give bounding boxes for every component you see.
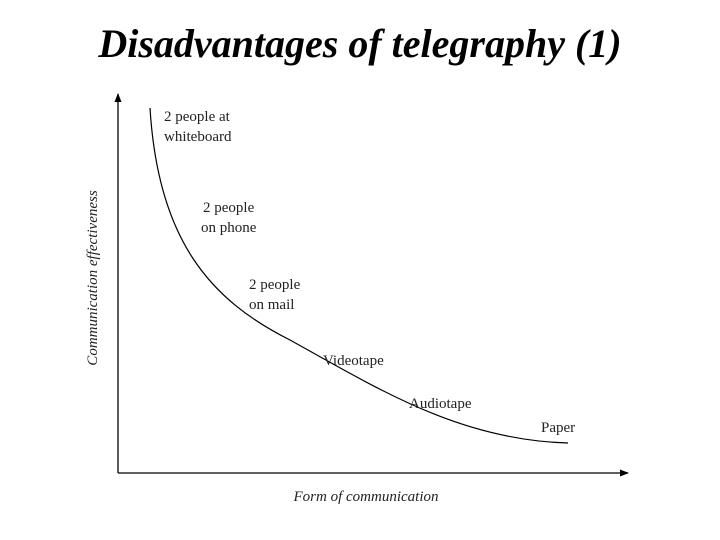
- x-axis-label: Form of communication: [293, 489, 439, 505]
- effectiveness-curve: [149, 107, 569, 444]
- point-label-videotape: Videotape: [323, 353, 384, 369]
- point-label-audiotape: Audiotape: [409, 396, 472, 412]
- point-label-whiteboard: 2 people at whiteboard: [164, 109, 234, 145]
- point-label-phone: 2 people on phone: [201, 200, 258, 236]
- point-label-mail: 2 people on mail: [249, 277, 304, 313]
- y-axis-label: Communication effectiveness: [85, 190, 101, 366]
- slide-title: Disadvantages of telegraphy (1): [98, 21, 622, 66]
- point-label-paper: Paper: [541, 420, 575, 436]
